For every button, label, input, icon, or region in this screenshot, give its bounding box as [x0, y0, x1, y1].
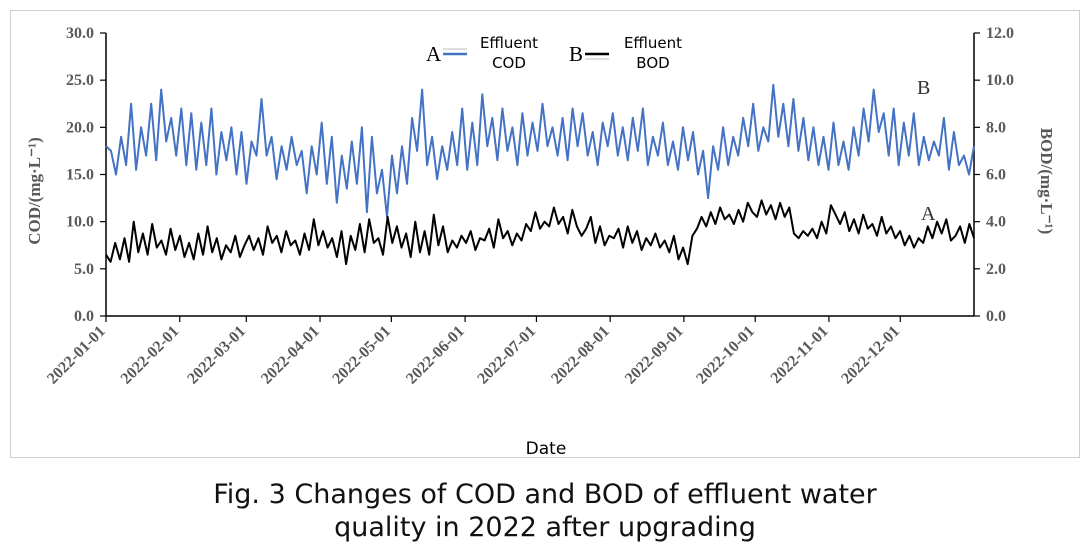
left-tick-label: 15.0: [66, 167, 94, 184]
right-tick-label: 4.0: [986, 214, 1006, 231]
x-tick-label: 2022-09-01: [622, 323, 687, 388]
right-axis-title-text: BOD/(mg·L⁻¹): [1037, 128, 1056, 235]
right-tick-label: 10.0: [986, 72, 1014, 89]
legend-letter-cod: A: [426, 42, 442, 66]
x-tick-label: 2022-10-01: [693, 323, 758, 388]
right-tick-label: 2.0: [986, 261, 1006, 278]
left-tick-label: 0.0: [74, 308, 94, 325]
series-line-bod: [105, 199, 975, 266]
caption-line-2: quality in 2022 after upgrading: [334, 512, 756, 543]
series-line-cod: [105, 83, 975, 218]
legend-letter-bod: B: [569, 42, 583, 66]
x-axis-title: Date: [526, 439, 567, 459]
right-tick-label: 0.0: [986, 308, 1006, 325]
left-tick-label: 25.0: [66, 72, 94, 89]
left-tick-label: 5.0: [74, 261, 94, 278]
legend-item-bod: B Effluent BOD: [569, 34, 682, 72]
effluent-chart: 0.0 5.0 10.0 15.0 20.0 25.0 30.0 0.0 2.0 4.0 6.0 8.…: [25, 25, 1056, 459]
caption-line-1: Fig. 3 Changes of COD and BOD of effluen…: [213, 479, 877, 510]
legend-label-cod-line1: Effluent: [480, 34, 538, 52]
chart-frame: 0.0 5.0 10.0 15.0 20.0 25.0 30.0 0.0 2.0 4.0 6.0 8.…: [10, 10, 1080, 459]
x-tick-label: 2022-07-01: [474, 323, 539, 388]
x-tick-label: 2022-02-01: [118, 323, 183, 388]
left-axis-title-text: COD/(mg·L⁻¹): [25, 137, 44, 245]
labels: 0.0 5.0 10.0 15.0 20.0 25.0 30.0 0.0 2.0 4.0 6.0 8.…: [44, 25, 1014, 388]
legend-item-cod: A Effluent COD: [426, 34, 538, 72]
right-axis-title: BOD/(mg·L⁻¹): [1037, 128, 1056, 235]
right-tick-label: 12.0: [986, 25, 1014, 42]
left-tick-label: 30.0: [66, 25, 94, 42]
legend-label-bod-line2: BOD: [636, 54, 669, 72]
x-tick-label: 2022-11-01: [768, 323, 832, 387]
figure-caption: Fig. 3 Changes of COD and BOD of effluen…: [0, 478, 1090, 544]
x-tick-label: 2022-12-01: [838, 323, 903, 388]
curve-label-lower: A: [921, 203, 936, 225]
right-tick-label: 6.0: [986, 167, 1006, 184]
left-axis-title: COD/(mg·L⁻¹): [25, 137, 44, 245]
x-tick-label: 2022-08-01: [548, 323, 613, 388]
right-tick-label: 8.0: [986, 119, 1006, 136]
left-tick-label: 20.0: [66, 119, 94, 136]
x-tick-label: 2022-04-01: [258, 323, 323, 388]
x-tick-label: 2022-06-01: [403, 323, 468, 388]
series-layer: [105, 83, 975, 266]
x-tick-label: 2022-05-01: [329, 323, 394, 388]
legend: A Effluent COD B Effluent BOD: [426, 34, 682, 72]
curve-label-upper: B: [917, 77, 930, 99]
x-tick-label: 2022-03-01: [184, 323, 249, 388]
legend-label-bod-line1: Effluent: [624, 34, 682, 52]
x-tick-label: 2022-01-01: [44, 323, 109, 388]
left-tick-label: 10.0: [66, 214, 94, 231]
legend-label-cod-line2: COD: [492, 54, 526, 72]
axes: [100, 32, 980, 322]
